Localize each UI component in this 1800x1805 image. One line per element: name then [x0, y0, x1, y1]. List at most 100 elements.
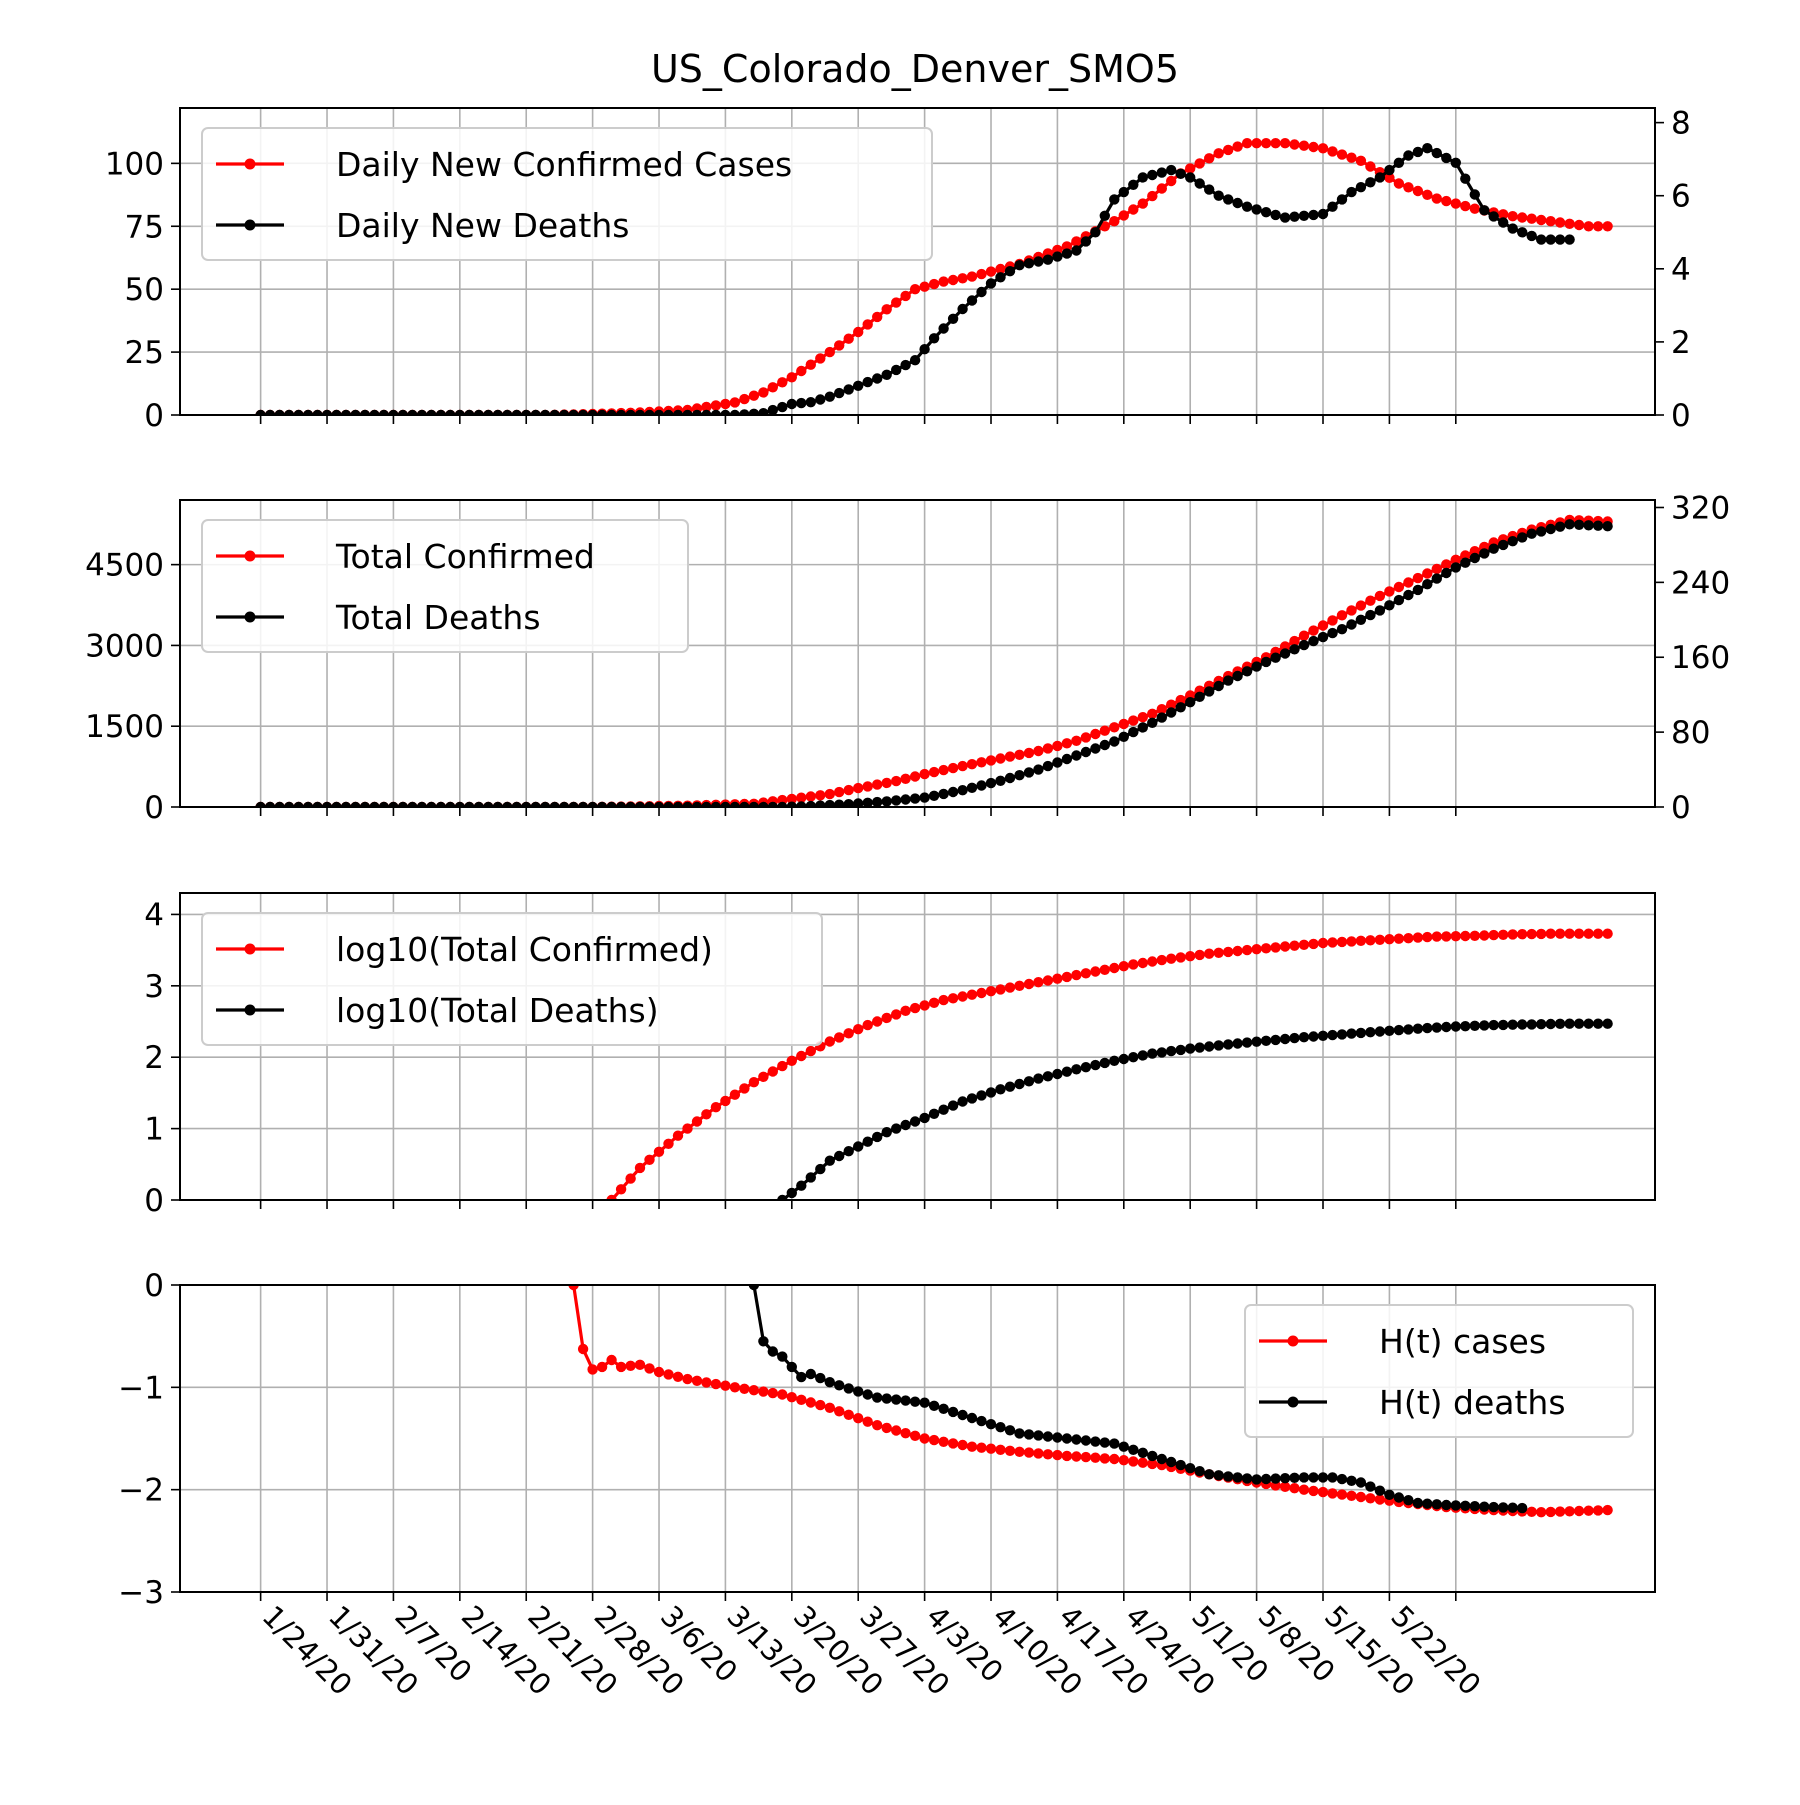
data-point: [1042, 1449, 1054, 1460]
data-point: [1393, 157, 1405, 168]
data-point: [1004, 982, 1016, 993]
data-point: [1365, 177, 1376, 188]
data-point: [1374, 172, 1386, 183]
data-point: [672, 1371, 684, 1383]
data-point: [1441, 567, 1452, 579]
y-tick-label: 3: [144, 969, 164, 1005]
data-point: [1232, 1038, 1243, 1049]
data-point: [1042, 760, 1054, 772]
data-point: [1014, 980, 1025, 991]
data-point: [957, 760, 968, 772]
data-point: [1393, 581, 1405, 593]
data-point: [1052, 757, 1063, 768]
data-point: [786, 372, 797, 383]
data-point: [1137, 712, 1149, 723]
data-point: [1374, 934, 1386, 945]
data-point: [1327, 627, 1338, 639]
legend-entry: Total Confirmed: [335, 537, 595, 576]
data-point: [1033, 764, 1044, 775]
data-point: [1564, 1018, 1575, 1029]
data-point: [1327, 1472, 1338, 1483]
data-point: [1479, 205, 1490, 216]
data-point: [587, 1364, 598, 1375]
data-point: [834, 387, 845, 399]
data-point: [834, 1150, 845, 1162]
data-point: [1185, 951, 1196, 962]
axes-frame: [179, 499, 1656, 808]
data-point: [340, 801, 352, 807]
data-point: [1583, 1505, 1594, 1516]
data-point: [587, 801, 598, 807]
data-point: [559, 409, 570, 415]
y2-tick-label: 6: [1671, 179, 1691, 215]
data-point: [1279, 1473, 1291, 1484]
data-point: [1517, 1019, 1528, 1030]
data-point: [682, 1373, 693, 1385]
data-point: [312, 409, 323, 415]
data-point: [1137, 1447, 1149, 1459]
data-point: [530, 801, 541, 807]
data-point: [606, 409, 617, 415]
data-point: [1118, 186, 1130, 198]
data-point: [388, 409, 399, 415]
data-point: [1412, 1023, 1424, 1034]
data-point: [1080, 732, 1092, 743]
data-point: [1137, 1050, 1149, 1061]
data-point: [966, 271, 978, 282]
data-point: [815, 1399, 826, 1411]
data-point: [938, 323, 949, 334]
data-point: [549, 409, 560, 415]
data-point: [1270, 1473, 1281, 1484]
data-point: [1431, 1022, 1443, 1033]
data-point: [796, 1050, 807, 1062]
data-point: [777, 1389, 788, 1400]
data-point: [710, 801, 722, 807]
data-point: [644, 1363, 655, 1374]
data-point: [1023, 258, 1035, 269]
data-point: [521, 409, 532, 415]
data-point: [872, 1131, 883, 1143]
data-point: [966, 989, 978, 1000]
data-point: [1517, 212, 1528, 223]
data-point: [1109, 1055, 1120, 1067]
data-point: [1128, 204, 1139, 215]
data-point: [511, 801, 522, 807]
y-tick-label: 3000: [85, 628, 164, 664]
data-point: [1554, 928, 1566, 939]
data-point: [872, 1016, 883, 1027]
data-point: [1317, 143, 1329, 154]
data-point: [1175, 702, 1186, 713]
legend-box: [1244, 1304, 1634, 1438]
data-point: [473, 409, 484, 415]
data-point: [1403, 1024, 1414, 1035]
data-point: [881, 304, 892, 315]
data-point: [1393, 178, 1405, 189]
data-point: [1004, 751, 1016, 762]
data-point: [767, 382, 778, 393]
data-point: [966, 1412, 978, 1424]
data-point: [909, 771, 921, 782]
data-point: [1118, 1455, 1130, 1466]
data-point: [862, 1389, 873, 1400]
data-point: [976, 1090, 987, 1101]
data-point: [957, 273, 968, 284]
data-point: [1336, 149, 1348, 160]
data-point: [1298, 939, 1310, 950]
data-point: [862, 797, 873, 807]
data-point: [1023, 1429, 1035, 1440]
data-point: [739, 1083, 750, 1094]
data-point: [777, 377, 788, 388]
data-point: [1147, 1458, 1158, 1470]
data-point: [900, 794, 911, 805]
data-point: [1080, 968, 1092, 979]
data-point: [340, 409, 352, 415]
data-point: [881, 369, 892, 380]
data-point: [928, 1400, 940, 1412]
data-point: [1355, 600, 1367, 611]
data-point: [1175, 1459, 1186, 1471]
data-point: [1156, 1453, 1168, 1465]
data-point: [1128, 715, 1139, 726]
data-point: [805, 791, 816, 802]
data-point: [1109, 736, 1120, 747]
data-point: [1564, 234, 1575, 245]
